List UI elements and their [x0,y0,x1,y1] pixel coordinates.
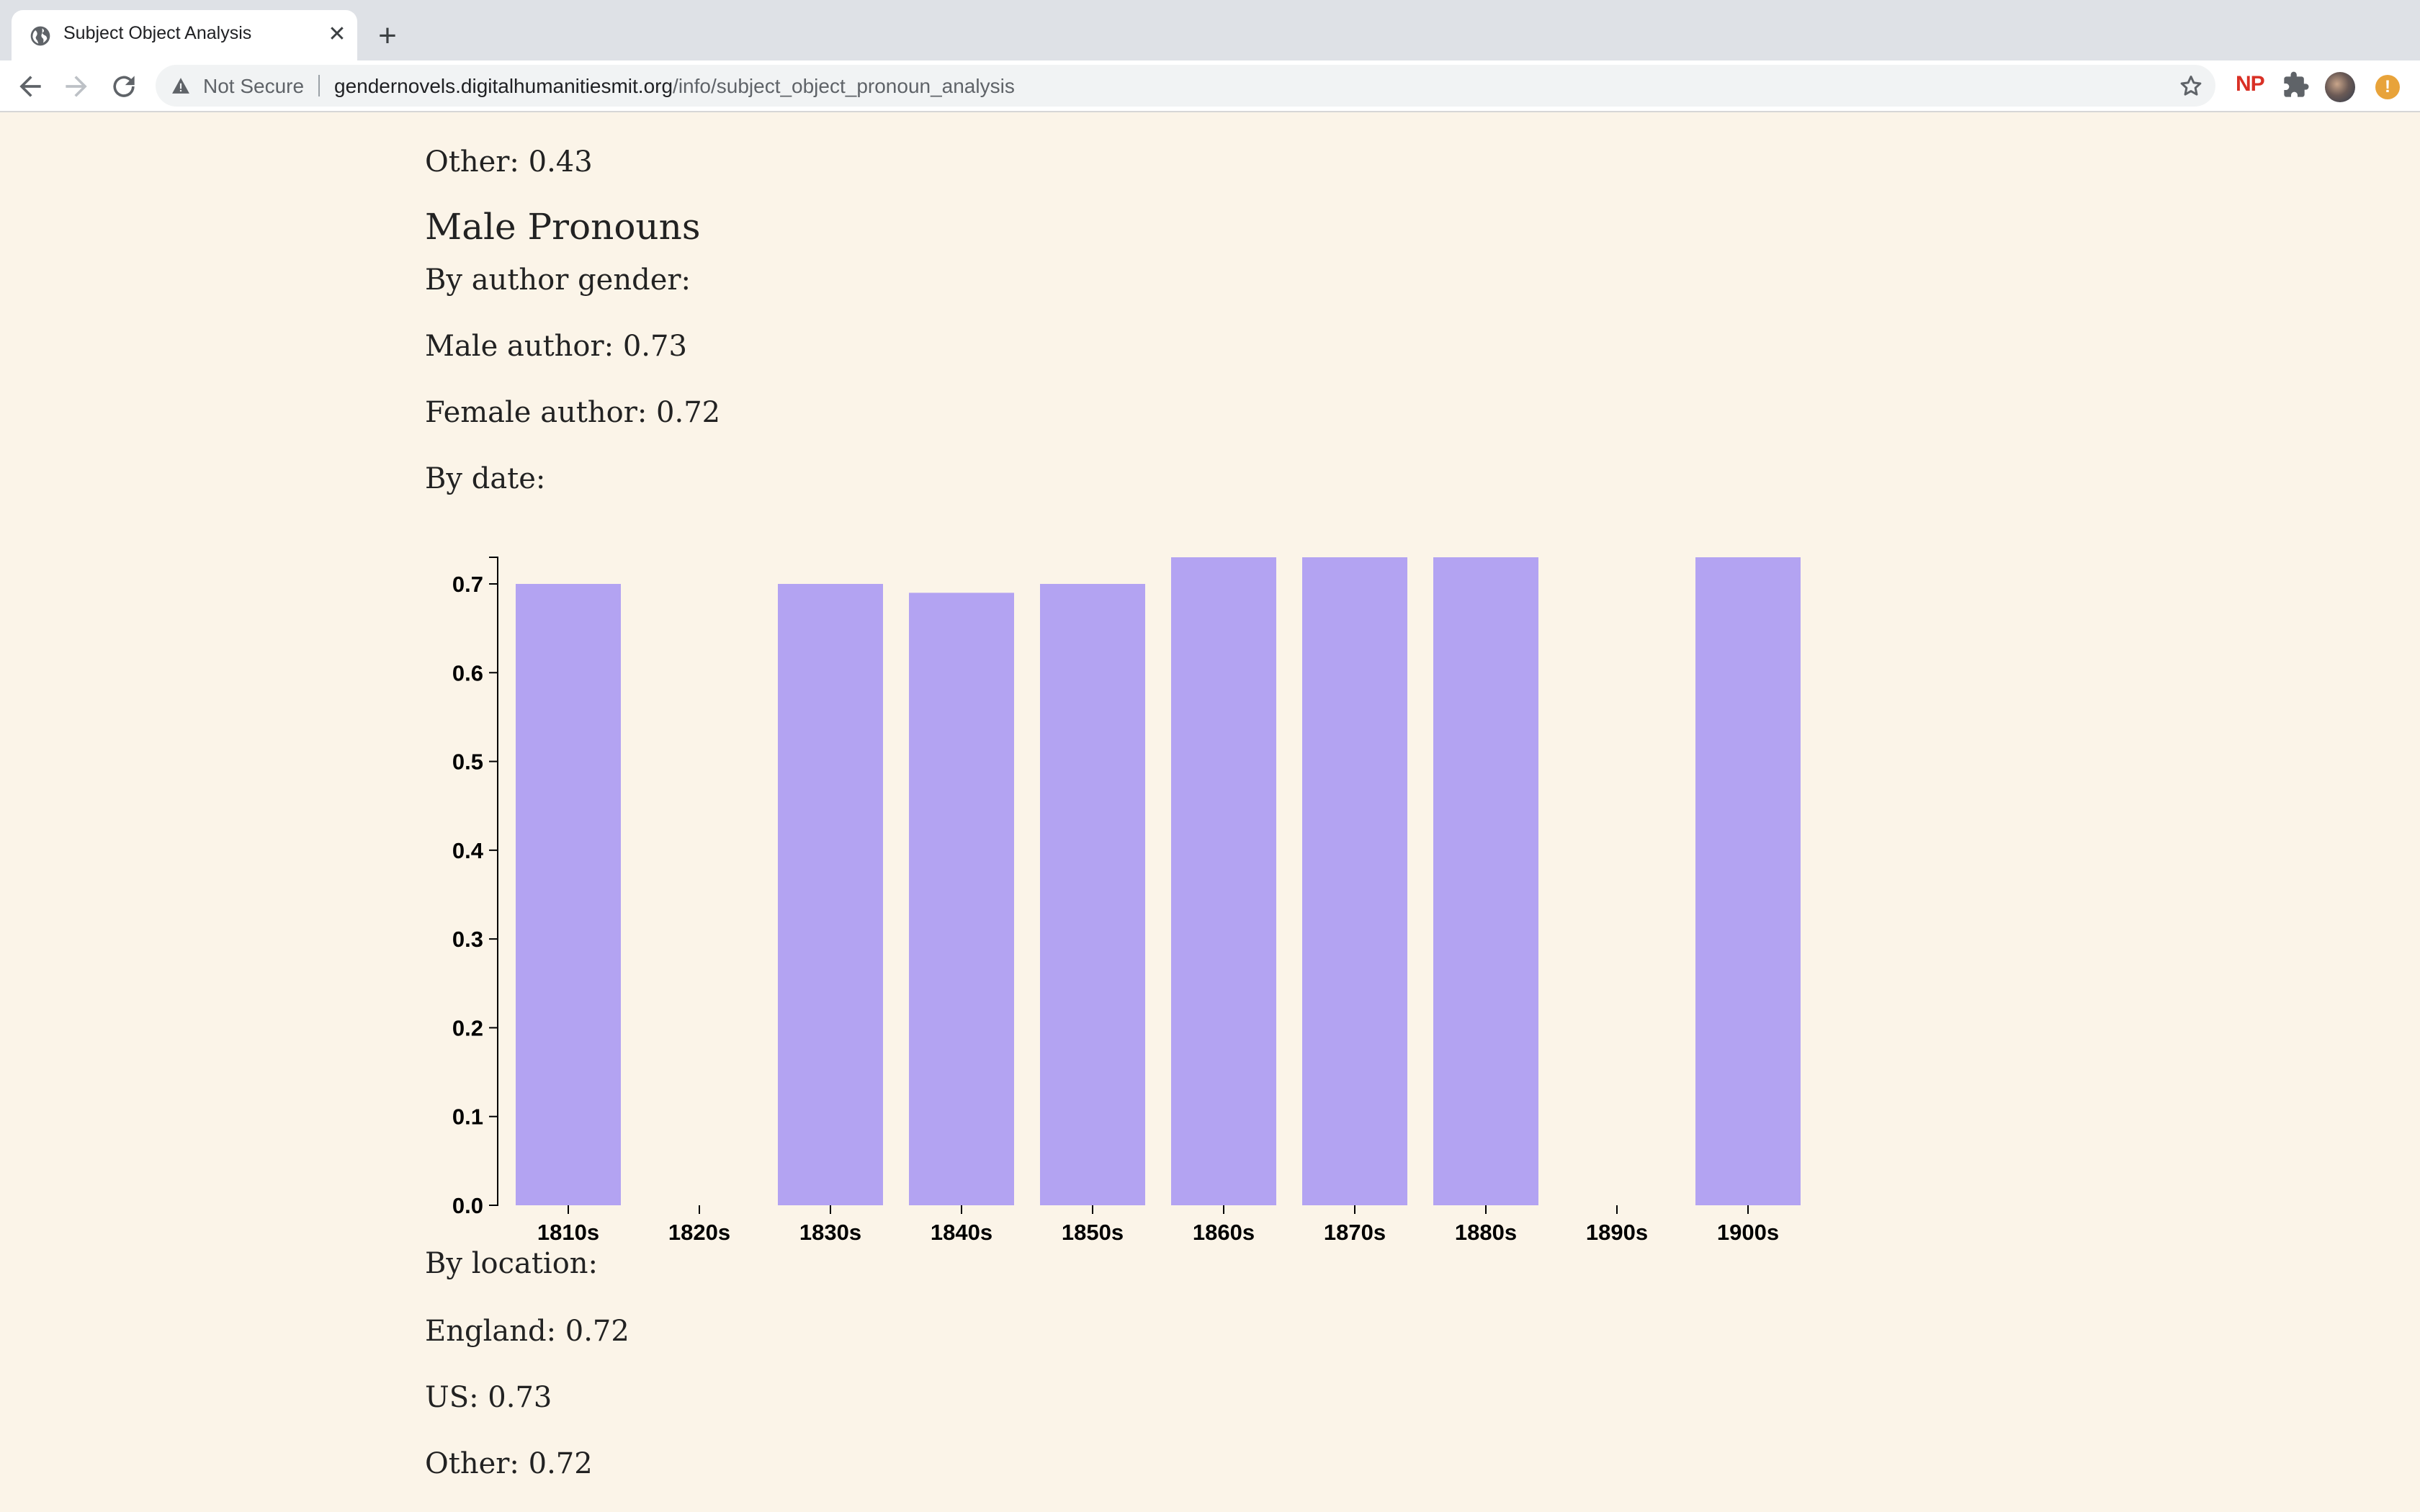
other-value: Other: 0.72 [425,1447,593,1480]
tab-title: Subject Object Analysis [63,23,252,43]
bar-1860s [1171,557,1276,1205]
url-text[interactable]: gendernovels.digitalhumanitiesmit.org/in… [334,75,1015,98]
globe-icon [30,26,50,46]
x-tick-label: 1820s [668,1220,730,1245]
close-tab-icon[interactable]: ✕ [328,22,346,46]
y-tick-label: 0.2 [452,1015,483,1040]
us-value: US: 0.73 [425,1381,552,1414]
address-bar[interactable]: Not Secure gendernovels.digitalhumanitie… [156,65,2215,107]
security-status[interactable]: Not Secure [203,75,305,97]
bar-1870s [1302,557,1407,1205]
x-tick-label: 1850s [1062,1220,1124,1245]
date-bar-chart: 0.0 0.1 0.2 0.3 0.4 0.5 0.6 0.7 1810s 1820s 1830s 1… [452,557,1801,1245]
bar-1880s [1433,557,1538,1205]
y-tick-label: 0.4 [452,838,484,863]
x-tick-label: 1890s [1586,1220,1648,1245]
x-tick-label: 1860s [1193,1220,1255,1245]
new-tab-button[interactable]: + [378,18,397,53]
browser-toolbar: Not Secure gendernovels.digitalhumanitie… [0,60,2420,112]
y-tick-label: 0.5 [452,750,483,775]
x-tick-label: 1810s [537,1220,599,1245]
bar-1830s [778,583,883,1205]
male-pronouns-heading: Male Pronouns [425,206,701,248]
y-tick-label: 0.7 [452,572,483,597]
male-author-value: Male author: 0.73 [425,330,687,363]
england-value: England: 0.72 [425,1315,629,1348]
y-tick-label: 0.6 [452,660,483,685]
np-extension-icon[interactable]: NP [2236,72,2265,96]
profile-avatar[interactable] [2325,72,2355,102]
bar-1850s [1040,583,1145,1205]
by-location-label: By location: [425,1247,599,1280]
by-date-label: By date: [425,462,546,495]
bookmark-star-icon[interactable] [2178,73,2204,99]
x-tick-label: 1840s [931,1220,992,1245]
y-tick-label: 0.0 [452,1193,483,1218]
x-tick-label: 1830s [799,1220,861,1245]
omnibox-divider [318,75,320,96]
y-tick-label: 0.3 [452,927,483,952]
url-path: /info/subject_object_pronoun_analysis [673,75,1015,97]
bar-1900s [1695,557,1801,1205]
x-tick-label: 1900s [1717,1220,1779,1245]
bar-1810s [516,583,621,1205]
tab-strip: Subject Object Analysis ✕ + [0,0,2420,60]
bar-1840s [909,593,1014,1205]
extensions-puzzle-icon[interactable] [2282,71,2311,99]
x-tick-label: 1870s [1324,1220,1386,1245]
by-author-gender-label: By author gender: [425,264,691,297]
url-host: gendernovels.digitalhumanitiesmit.org [334,75,673,97]
alert-extension-icon[interactable]: ! [2375,75,2400,99]
prev-other-text: Other: 0.43 [425,145,593,179]
female-author-value: Female author: 0.72 [425,396,721,429]
y-axis-line [489,557,498,1206]
back-arrow-icon[interactable] [14,71,46,102]
x-tick-label: 1880s [1455,1220,1517,1245]
forward-arrow-icon[interactable] [60,71,92,102]
warning-icon [172,78,189,94]
reload-icon[interactable] [108,71,140,102]
active-tab[interactable]: Subject Object Analysis ✕ [12,10,357,60]
y-tick-label: 0.1 [452,1104,483,1130]
